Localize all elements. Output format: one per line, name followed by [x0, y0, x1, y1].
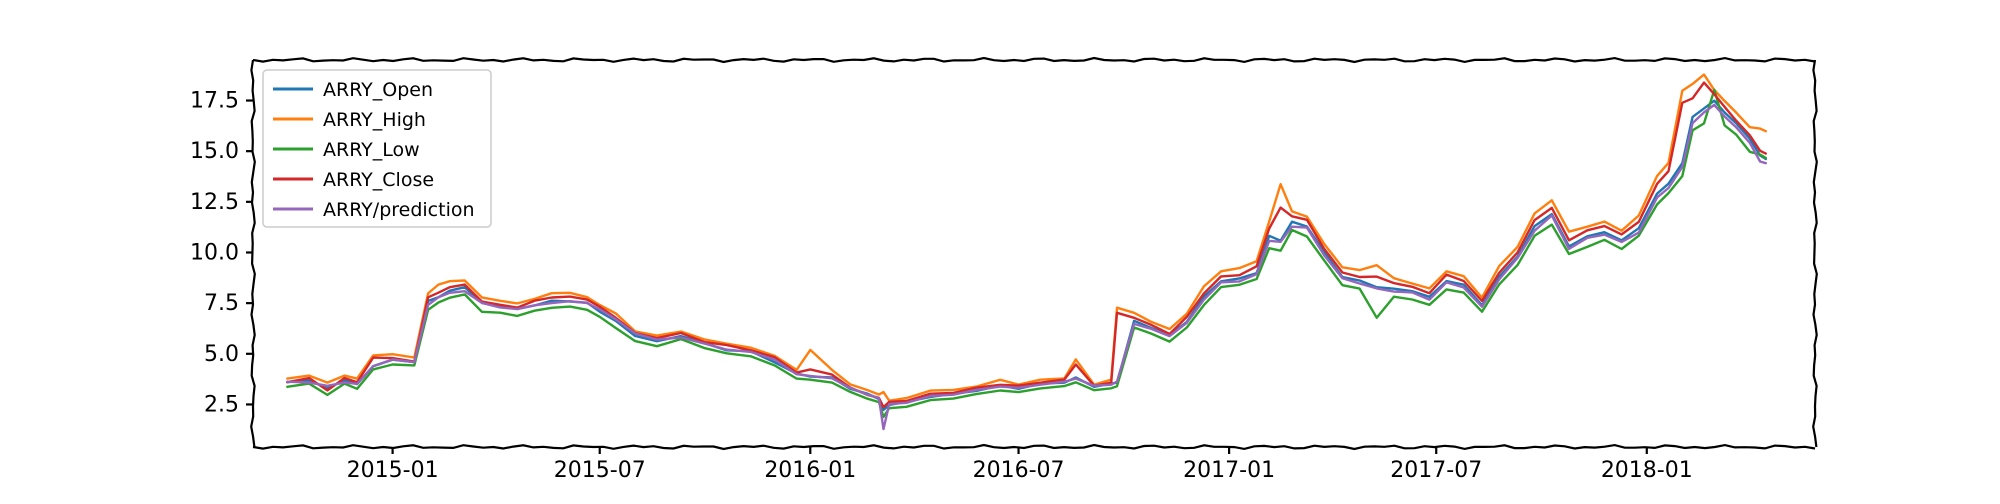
plot-frame-bottom	[252, 443, 1816, 451]
legend-label: ARRY_Low	[323, 139, 420, 161]
y-tick-label: 12.5	[190, 190, 239, 215]
y-tick-label: 15.0	[190, 139, 239, 164]
x-tick-label: 2016-07	[973, 458, 1065, 483]
y-axis: 2.5 5.0 7.5 10.0 12.5 15.0 17.5	[190, 89, 253, 417]
x-tick-label: 2018-01	[1601, 458, 1693, 483]
plot-frame-right	[1812, 59, 1818, 448]
y-tick-label: 5.0	[204, 342, 239, 367]
series-line-arry-high	[286, 73, 1767, 402]
x-tick-label: 2017-07	[1390, 458, 1482, 483]
legend-label: ARRY_Open	[323, 79, 433, 101]
y-tick-label: 2.5	[204, 392, 239, 417]
legend: ARRY_Open ARRY_High ARRY_Low ARRY_Close ARRY…	[262, 69, 492, 228]
y-tick-label: 10.0	[190, 240, 239, 265]
x-tick-label: 2016-01	[764, 458, 856, 483]
y-tick-label: 7.5	[204, 291, 239, 316]
series-line-arry-prediction	[286, 103, 1767, 431]
x-tick-label: 2015-01	[347, 458, 439, 483]
x-axis: 2015-01 2015-07 2016-01 2016-07 2017-01 2017-…	[347, 447, 1693, 483]
series-layer	[286, 73, 1767, 431]
series-line-arry-open	[286, 99, 1767, 412]
series-line-arry-close	[286, 81, 1767, 409]
plot-frame-top	[252, 56, 1816, 64]
legend-label: ARRY/prediction	[323, 199, 475, 221]
y-tick-label: 17.5	[190, 89, 239, 114]
legend-box	[262, 69, 492, 228]
series-line-arry-low	[286, 88, 1767, 419]
x-tick-label: 2017-01	[1183, 458, 1275, 483]
x-tick-label: 2015-07	[554, 458, 646, 483]
legend-label: ARRY_Close	[323, 169, 434, 191]
legend-label: ARRY_High	[323, 109, 426, 131]
